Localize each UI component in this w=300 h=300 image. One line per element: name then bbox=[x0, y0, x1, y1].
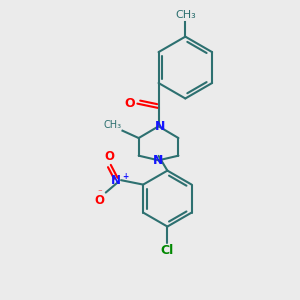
Text: CH₃: CH₃ bbox=[175, 11, 196, 20]
Text: O: O bbox=[94, 194, 104, 207]
Text: N: N bbox=[111, 174, 121, 187]
Text: +: + bbox=[122, 172, 128, 181]
Text: O: O bbox=[104, 150, 114, 163]
Text: CH₃: CH₃ bbox=[103, 119, 121, 130]
Text: ⁻: ⁻ bbox=[98, 189, 102, 198]
Text: N: N bbox=[153, 154, 164, 167]
Text: Cl: Cl bbox=[161, 244, 174, 257]
Text: O: O bbox=[124, 97, 135, 110]
Text: N: N bbox=[154, 120, 165, 133]
